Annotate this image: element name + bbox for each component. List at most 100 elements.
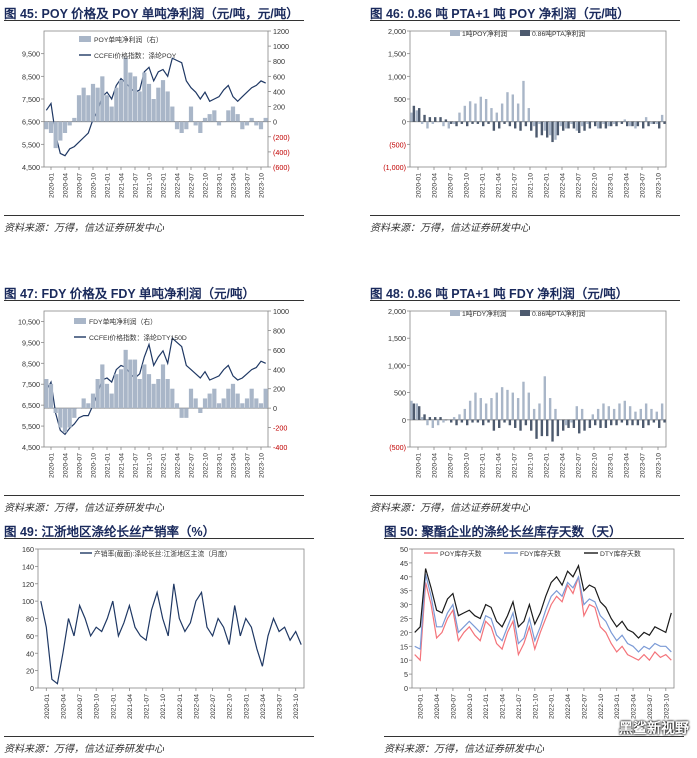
bar-mark (559, 121, 562, 127)
y2-tick-label: 400 (273, 87, 285, 96)
legend-swatch (450, 310, 460, 316)
bar-mark (540, 121, 544, 136)
source-note: 资料来源：万得，信达证券研发中心 (4, 223, 164, 234)
x-tick-label: 2023-04 (624, 453, 631, 478)
watermark-text: 黑鲨新视野 (619, 720, 689, 736)
bar-mark (636, 121, 640, 127)
bar-mark (146, 83, 152, 122)
x-tick-label: 2021-07 (512, 173, 519, 198)
y2-tick-label: 1000 (273, 42, 289, 51)
bar-mark (543, 376, 546, 420)
bar-mark (460, 419, 464, 423)
bar-mark (556, 419, 560, 437)
bar-mark (165, 91, 170, 122)
bar-mark (644, 403, 648, 420)
bar-mark (216, 121, 222, 126)
bar-mark (642, 419, 645, 428)
bar-mark (490, 398, 493, 420)
x-tick-label: 2021-10 (147, 453, 154, 478)
bar-mark (663, 419, 666, 423)
bar-mark (554, 121, 557, 140)
bar-mark (615, 121, 618, 127)
bar-mark (44, 121, 49, 130)
x-tick-label: 2022-07 (189, 453, 196, 478)
x-tick-label: 2021-10 (528, 453, 535, 478)
x-tick-label: 2020-01 (416, 453, 423, 478)
y-tick-label: 8,500 (22, 72, 40, 81)
x-tick-label: 2021-01 (480, 173, 487, 198)
bar-mark (428, 117, 432, 122)
x-tick-label: 2022-10 (592, 173, 599, 198)
y-tick-label: 6,500 (22, 118, 40, 127)
bar-mark (240, 121, 245, 130)
bar-mark (463, 408, 466, 420)
bar-mark (410, 112, 413, 122)
bar-mark (551, 121, 554, 143)
legend-label: 1吨POY净利润 (462, 29, 508, 38)
bar-mark (631, 419, 634, 426)
x-tick-label: 2023-07 (640, 453, 647, 478)
bar-mark (415, 110, 418, 122)
bar-mark (604, 419, 608, 428)
title-rule (4, 300, 304, 301)
x-tick-label: 2021-07 (512, 453, 519, 478)
x-tick-label: 2021-04 (127, 694, 134, 719)
bar-mark (258, 121, 264, 130)
bar-mark (562, 419, 565, 431)
x-tick-label: 2020-04 (60, 694, 67, 719)
legend-label: 0.86吨PTA净利润 (532, 309, 585, 318)
x-tick-label: 2020-10 (464, 453, 471, 478)
bar-mark (62, 408, 68, 433)
legend-swatch (450, 30, 460, 36)
panel-chart-48: 图 48: 0.86 吨 PTA+1 吨 FDY 净利润（元/吨） (500) 0… (370, 283, 680, 515)
bar-mark (471, 419, 474, 423)
bar-mark (468, 101, 472, 122)
bar-mark (455, 121, 458, 127)
x-tick-label: 2022-01 (544, 453, 551, 478)
bar-mark (522, 381, 525, 420)
bar-mark (198, 121, 203, 133)
bar-mark (551, 419, 554, 442)
bar-mark (487, 419, 490, 423)
legend-swatch (79, 36, 91, 42)
legend-label: DTY库存天数 (600, 549, 641, 558)
bar-mark (48, 121, 54, 133)
y-tick-label: 80 (26, 615, 34, 624)
x-tick-label: 2022-04 (560, 173, 567, 198)
bar-mark (572, 419, 576, 428)
y-tick-label: 4,500 (22, 163, 40, 172)
bar-mark (492, 419, 496, 431)
bar-mark (226, 110, 231, 122)
bar-mark (492, 121, 496, 131)
x-tick-label: 2021-07 (144, 694, 151, 719)
bar-mark (431, 121, 434, 124)
chart-svg-49: 0 20 40 60 80 100 120 140 160 2020-01 2020-04 2020-… (22, 545, 305, 719)
bar-mark (607, 406, 610, 420)
bar-mark (468, 400, 472, 420)
bar-mark (95, 87, 100, 122)
bar-mark (452, 417, 456, 420)
bar-mark (580, 121, 584, 127)
y-tick-label: 9,500 (22, 338, 40, 347)
bar-mark (500, 103, 504, 122)
bar-mark (412, 105, 416, 122)
bar-mark (503, 121, 506, 124)
source-rule (4, 495, 304, 496)
bar-mark (527, 108, 530, 122)
legend-label: CCFEI价格指数：涤纶DTY150D (89, 333, 187, 342)
y-tick-label: 1,500 (388, 334, 406, 343)
x-tick-label: 2021-10 (147, 173, 154, 198)
bar-mark (634, 121, 637, 129)
bar-mark (636, 419, 640, 426)
bar-mark (594, 121, 597, 127)
bar-mark (583, 419, 586, 431)
bar-mark (538, 121, 541, 124)
legend-swatch (520, 30, 530, 36)
bar-mark (128, 359, 133, 409)
bar-mark (207, 393, 212, 409)
bar-mark (444, 119, 448, 122)
bar-mark (426, 121, 429, 129)
y-tick-label: 100 (22, 597, 34, 606)
x-tick-label: 2023-10 (293, 694, 300, 719)
y2-tick-label: 200 (273, 103, 285, 112)
